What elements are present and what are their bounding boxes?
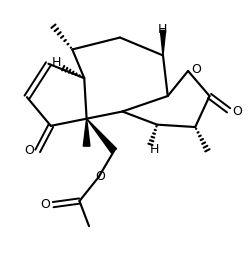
Text: O: O [95, 170, 105, 183]
Text: O: O [192, 63, 201, 76]
Text: O: O [232, 105, 242, 118]
Polygon shape [160, 30, 166, 55]
Text: O: O [40, 198, 50, 211]
Polygon shape [87, 119, 117, 153]
Text: H: H [158, 23, 167, 36]
Polygon shape [83, 119, 90, 146]
Text: H: H [52, 56, 61, 69]
Text: O: O [24, 144, 34, 157]
Text: H: H [149, 143, 159, 156]
